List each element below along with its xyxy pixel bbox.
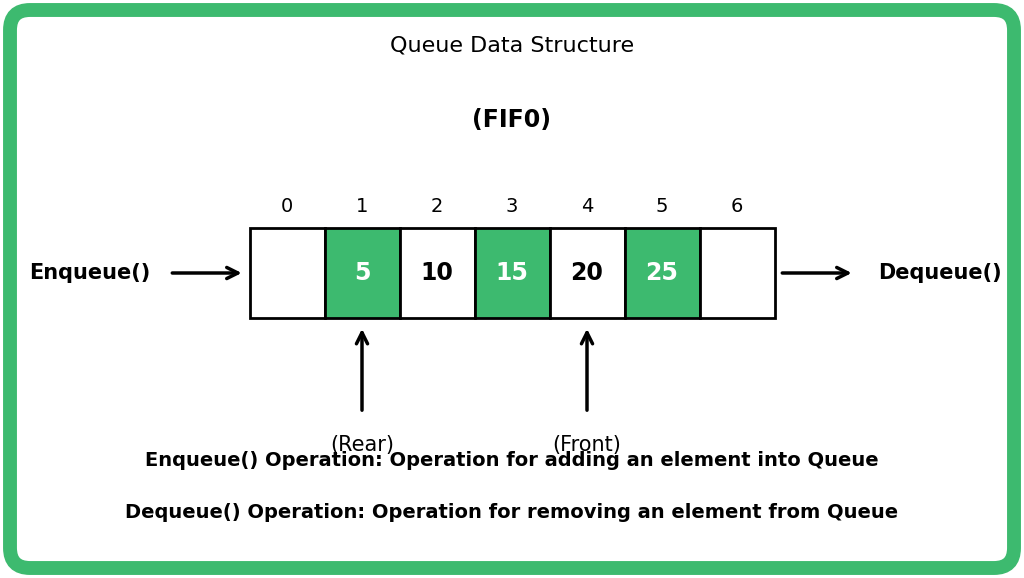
Text: Dequeue(): Dequeue() <box>878 263 1001 283</box>
Text: 5: 5 <box>353 261 371 285</box>
Text: 4: 4 <box>581 197 593 216</box>
Text: (Rear): (Rear) <box>330 435 394 455</box>
Text: (FIF0): (FIF0) <box>472 108 552 132</box>
Bar <box>699 228 774 318</box>
Text: 25: 25 <box>645 261 679 285</box>
Text: 20: 20 <box>570 261 603 285</box>
Bar <box>550 228 625 318</box>
Bar <box>474 228 550 318</box>
Text: 3: 3 <box>506 197 518 216</box>
Text: 6: 6 <box>731 197 743 216</box>
Text: Enqueue() Operation: Operation for adding an element into Queue: Enqueue() Operation: Operation for addin… <box>145 450 879 469</box>
Text: 15: 15 <box>496 261 528 285</box>
Bar <box>625 228 699 318</box>
Text: 2: 2 <box>431 197 443 216</box>
Text: 10: 10 <box>421 261 454 285</box>
Bar <box>399 228 474 318</box>
Bar <box>325 228 399 318</box>
FancyBboxPatch shape <box>10 10 1014 568</box>
Text: 0: 0 <box>281 197 293 216</box>
Text: Enqueue(): Enqueue() <box>29 263 151 283</box>
Text: 5: 5 <box>655 197 669 216</box>
Text: Queue Data Structure: Queue Data Structure <box>390 35 634 55</box>
Bar <box>250 228 325 318</box>
Text: Dequeue() Operation: Operation for removing an element from Queue: Dequeue() Operation: Operation for remov… <box>125 503 899 523</box>
Text: (Front): (Front) <box>553 435 622 455</box>
Text: 1: 1 <box>355 197 369 216</box>
